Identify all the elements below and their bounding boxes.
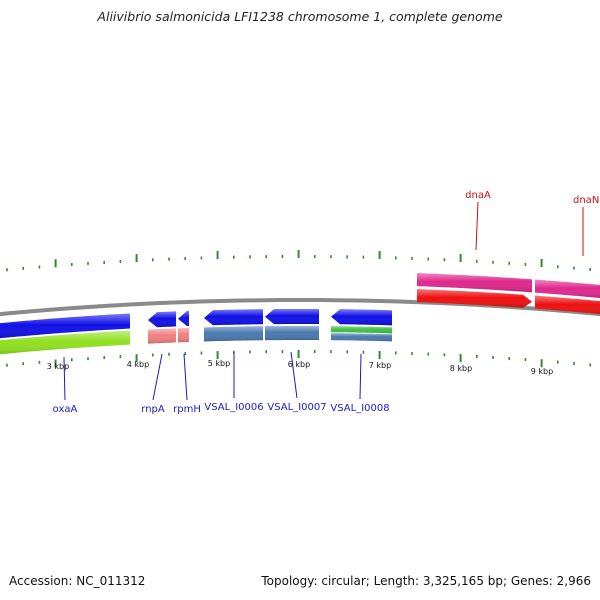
gene-features <box>0 273 600 355</box>
topology-text: Topology: circular; Length: 3,325,165 bp… <box>261 574 591 588</box>
gene-labels: oxaA rnpA rpmH VSAL_I0006 VSAL_I0007 VSA… <box>53 190 600 415</box>
leader-line <box>63 356 66 401</box>
ruler-label: 8 kbp <box>450 364 472 373</box>
ruler-label: 9 kbp <box>531 367 553 376</box>
ruler-labels: 3 kbp 4 kbp 5 kbp 6 kbp 7 kbp 8 kbp 9 kb… <box>47 359 553 376</box>
ruler-label: 3 kbp <box>47 362 69 371</box>
chromosome-backbone <box>0 298 600 317</box>
gene-dnaN-cds[interactable] <box>535 279 600 299</box>
map-title: Aliivibrio salmonicida LFI1238 chromosom… <box>97 9 503 24</box>
gene-dnaA-arrow[interactable] <box>417 289 532 308</box>
gene-VSAL_I0007-arrow[interactable] <box>265 309 319 325</box>
gene-label-dnaN[interactable]: dnaN <box>573 195 599 206</box>
gene-VSAL_I0006-cds[interactable] <box>204 326 263 342</box>
gene-label-oxaA[interactable]: oxaA <box>53 404 78 415</box>
gene-dnaN-arrow[interactable] <box>535 295 600 315</box>
ruler-label: 7 kbp <box>369 361 391 370</box>
leader-line <box>152 353 163 401</box>
gene-label-VSAL_I0006[interactable]: VSAL_I0006 <box>204 402 263 413</box>
gene-label-rpmH[interactable]: rpmH <box>173 404 201 415</box>
gene-rpmH-cds[interactable] <box>178 327 189 343</box>
gene-rpmH-arrow[interactable] <box>178 310 189 327</box>
gene-label-rnpA[interactable]: rnpA <box>141 404 165 415</box>
gene-VSAL_I0006-arrow[interactable] <box>204 309 263 326</box>
gene-rnpA-arrow[interactable] <box>148 311 176 328</box>
leader-line <box>290 351 298 399</box>
label-leader-lines <box>63 201 584 401</box>
leader-line <box>183 353 188 401</box>
ruler-label: 4 kbp <box>127 360 149 369</box>
leader-line <box>475 201 479 251</box>
gene-label-VSAL_I0007[interactable]: VSAL_I0007 <box>267 402 326 413</box>
gene-VSAL_I0008-cds-b[interactable] <box>331 333 392 342</box>
gene-oxaA-arrow[interactable] <box>0 313 130 340</box>
gene-label-dnaA[interactable]: dnaA <box>465 190 491 201</box>
leader-line <box>359 353 362 400</box>
gene-VSAL_I0008-arrow[interactable] <box>331 309 392 326</box>
outer-tick-marks <box>6 250 592 272</box>
inner-tick-marks <box>6 350 592 368</box>
gene-label-VSAL_I0008[interactable]: VSAL_I0008 <box>330 403 389 414</box>
ruler-label: 5 kbp <box>208 359 230 368</box>
gene-oxaA-cds[interactable] <box>0 330 130 356</box>
gene-VSAL_I0007-cds[interactable] <box>265 326 319 341</box>
accession-text: Accession: NC_011312 <box>9 574 146 588</box>
gene-dnaA-cds[interactable] <box>417 273 532 293</box>
gene-rnpA-cds[interactable] <box>148 328 176 344</box>
gene-VSAL_I0008-cds-a[interactable] <box>331 326 392 334</box>
ruler-label: 6 kbp <box>288 360 310 369</box>
